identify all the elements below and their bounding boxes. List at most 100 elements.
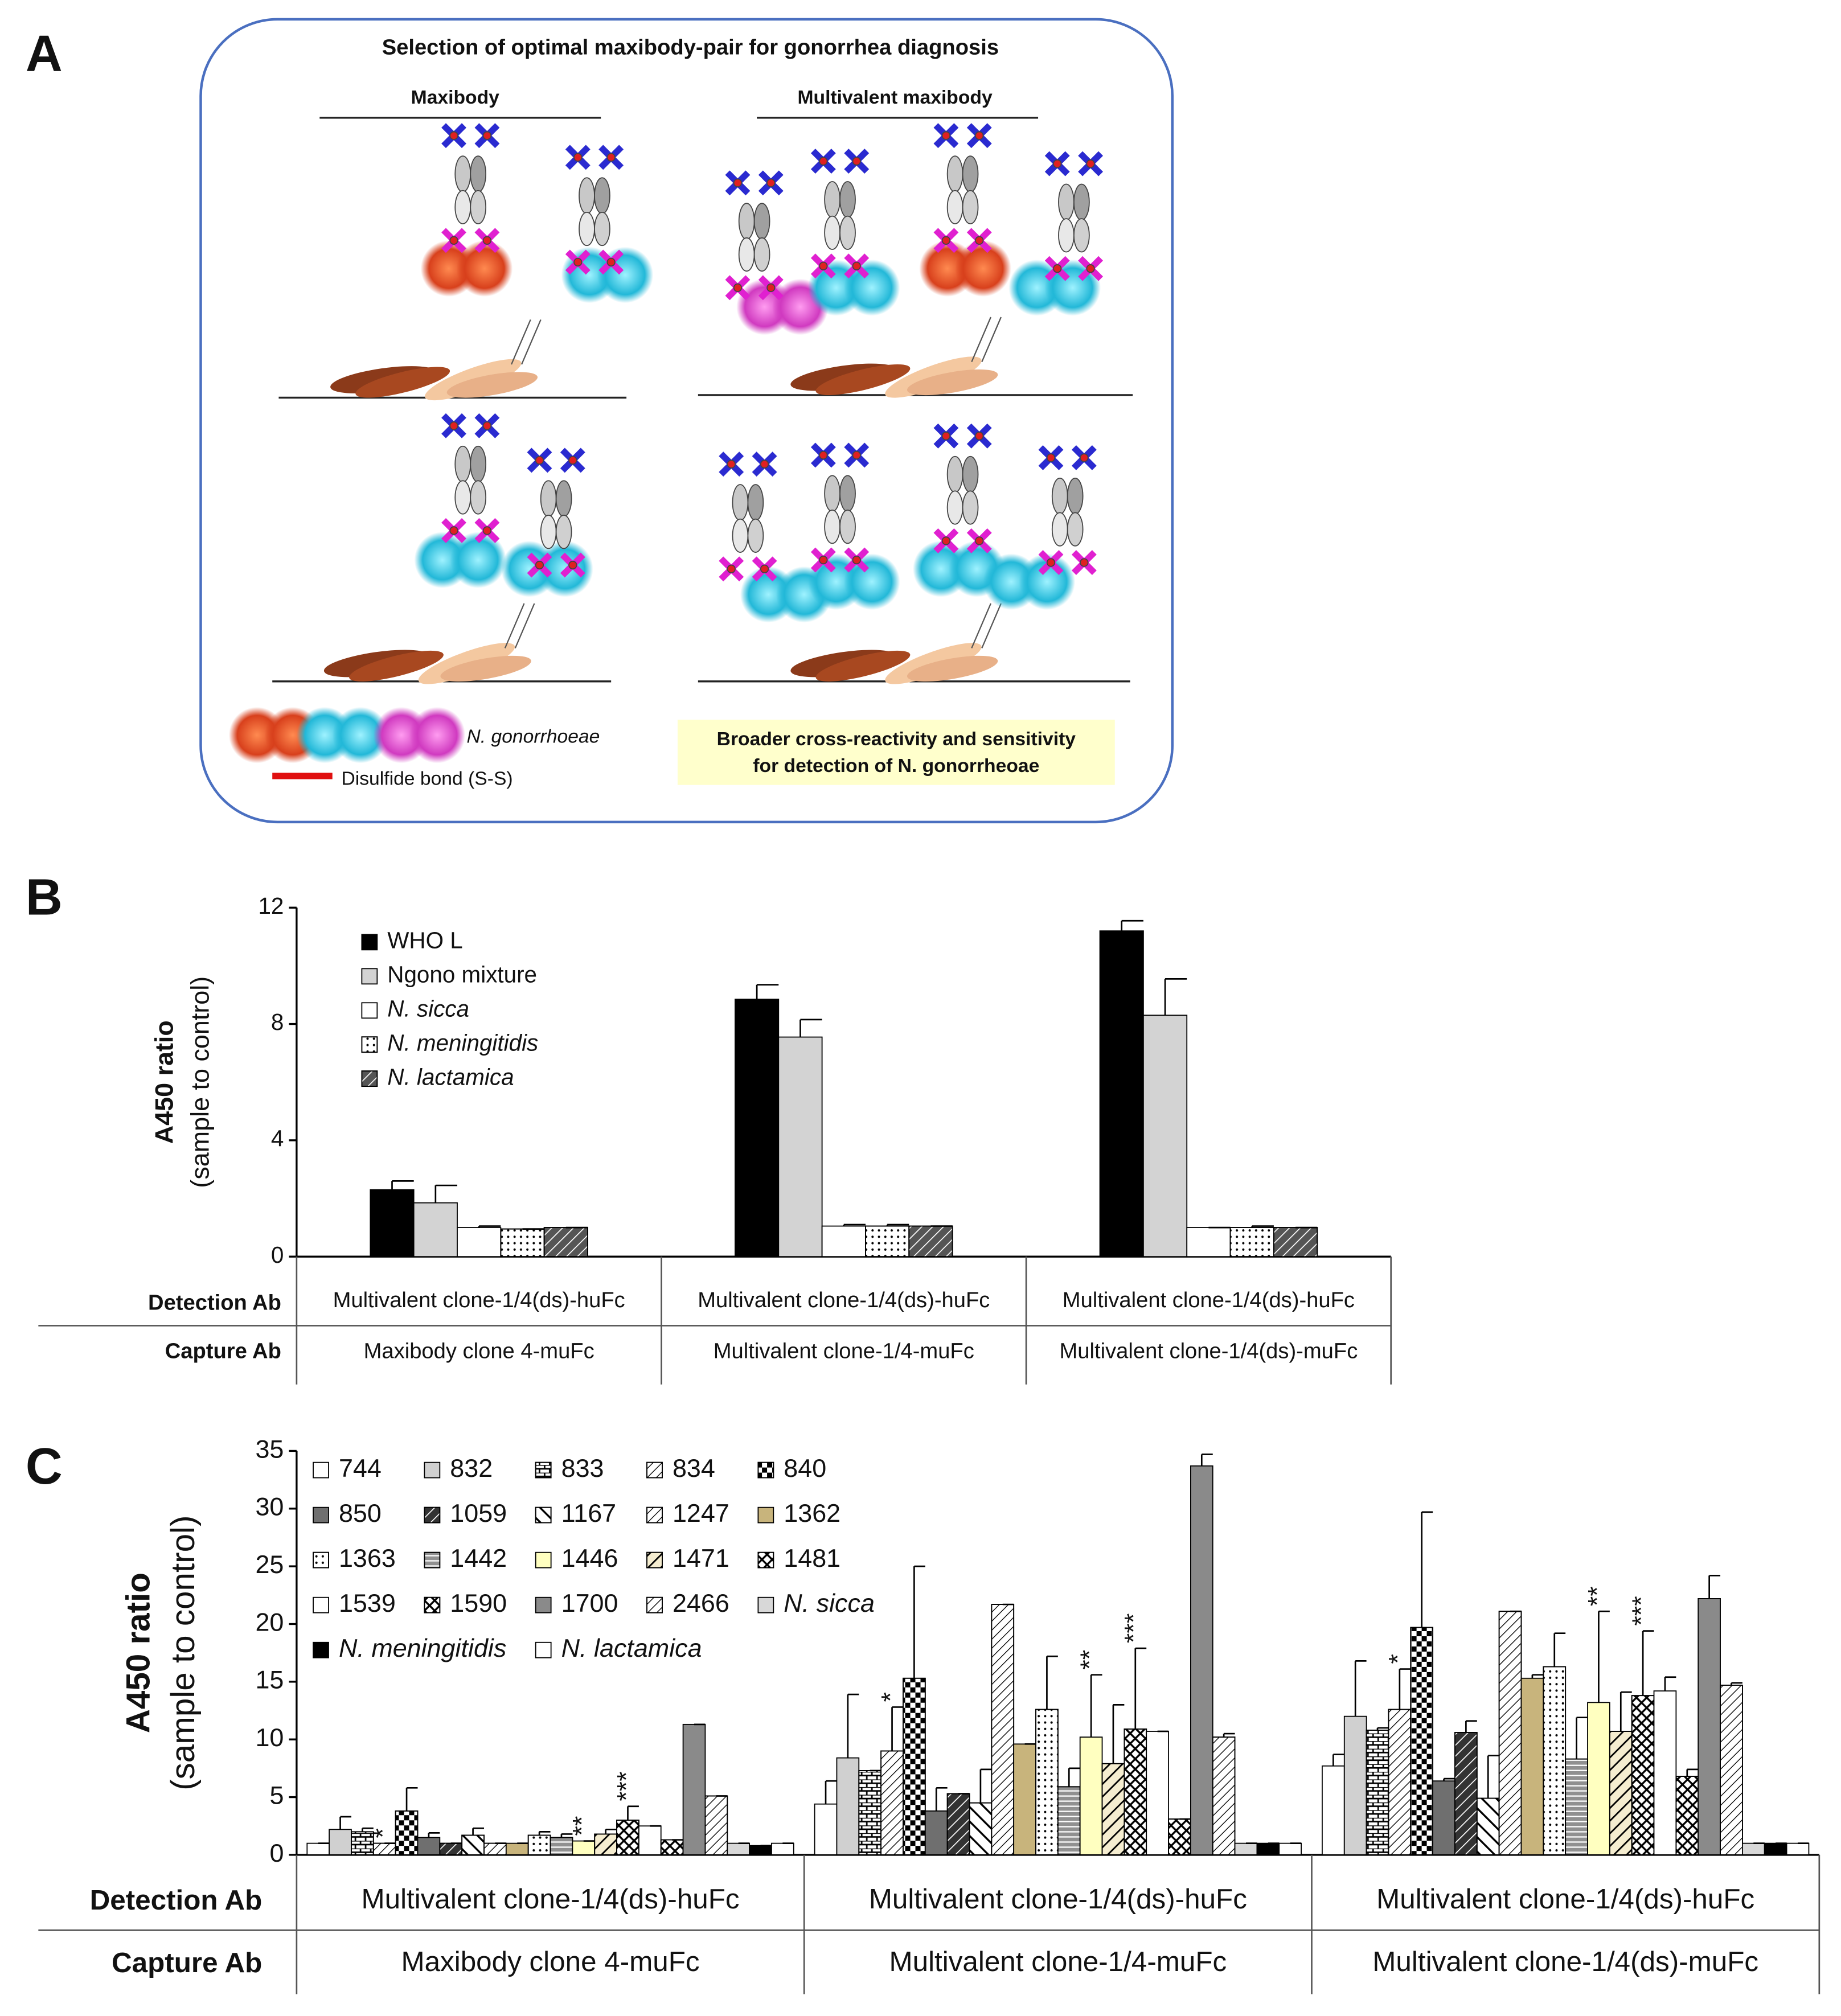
error-bar [560, 1833, 573, 1838]
bar-pattern [395, 1810, 419, 1855]
bar [1099, 930, 1144, 1258]
bar-pattern [704, 1795, 728, 1855]
legend-swatch [757, 1596, 774, 1613]
bar-pattern [372, 1842, 396, 1855]
bar [638, 1825, 662, 1855]
significance-mark: * [1383, 1654, 1412, 1664]
bar [413, 1202, 458, 1258]
legend-swatch-pattern [646, 1596, 663, 1613]
bar-pattern [1543, 1666, 1567, 1855]
error-bar [1531, 1674, 1544, 1678]
error-bar [1134, 1647, 1147, 1729]
legend-label: 1446 [561, 1543, 618, 1572]
detection-ab: Multivalent clone-1/4(ds)-huFc [698, 1288, 990, 1312]
row-label: Capture Ab [165, 1339, 281, 1364]
error-bar [886, 1223, 909, 1226]
bar-pattern [543, 1227, 588, 1258]
bar-pattern [550, 1837, 573, 1855]
detection-ab: Multivalent clone-1/4(ds)-huFc [1063, 1288, 1355, 1312]
y-tick-label: 20 [255, 1607, 284, 1636]
error-bar [339, 1816, 351, 1830]
error-bar [1112, 1704, 1125, 1764]
bar-pattern [991, 1604, 1015, 1855]
legend-swatch-pattern [424, 1506, 441, 1524]
error-bar [1576, 1717, 1588, 1759]
bar-pattern [1609, 1731, 1633, 1855]
bar-pattern [660, 1839, 684, 1855]
panel-letter: A [26, 26, 63, 83]
significance-mark: *** [611, 1771, 640, 1801]
error-bar [428, 1832, 440, 1838]
y-axis-label: A450 ratio [150, 1020, 179, 1144]
panel-letter: C [26, 1438, 63, 1495]
detection-ab: Multivalent clone-1/4(ds)-huFc [361, 1883, 739, 1915]
y-tick-label: 0 [269, 1838, 284, 1867]
bar [1278, 1842, 1302, 1855]
legend-swatch [361, 968, 378, 985]
bar [1432, 1780, 1455, 1855]
bar [1343, 1715, 1367, 1855]
y-tick-label: 12 [258, 893, 284, 919]
bar [778, 1036, 823, 1258]
y-axis-label: (sample to control) [165, 1516, 202, 1791]
error-bar [913, 1565, 925, 1678]
bar [572, 1840, 596, 1855]
legend-swatch-pattern [646, 1551, 663, 1569]
legend-swatch [535, 1641, 552, 1658]
bar [771, 1842, 794, 1855]
row-label: Capture Ab [112, 1947, 262, 1978]
legend-swatch-pattern [757, 1551, 774, 1569]
panel-a-frame [199, 18, 1174, 824]
bar [1786, 1842, 1810, 1855]
error-bar [891, 1706, 903, 1751]
legend-label: 832 [450, 1454, 493, 1483]
legend-label: 1539 [339, 1588, 396, 1617]
error-bar [1642, 1630, 1654, 1696]
capture-ab: Multivalent clone-1/4-muFc [714, 1339, 974, 1364]
bar [1013, 1743, 1036, 1855]
error-bar [847, 1693, 859, 1758]
row-label: Detection Ab [90, 1884, 263, 1916]
y-tick-label: 30 [255, 1492, 284, 1521]
significance-mark: *** [1119, 1613, 1148, 1643]
bar [1520, 1677, 1544, 1855]
bar [1653, 1690, 1677, 1855]
legend-label: N. meningitidis [339, 1633, 506, 1662]
error-bar [1200, 1454, 1213, 1466]
bar [735, 999, 780, 1258]
bar [1234, 1842, 1258, 1855]
capture-ab: Multivalent clone-1/4(ds)-muFc [1060, 1339, 1358, 1364]
error-bar [538, 1831, 551, 1836]
legend-label: 1362 [784, 1498, 840, 1528]
significance-mark: *** [1626, 1596, 1655, 1625]
legend-label: N. lactamica [387, 1064, 514, 1090]
bar-pattern [594, 1833, 617, 1855]
panel-letter: B [26, 869, 63, 926]
bar [370, 1189, 415, 1258]
bar-pattern [1565, 1758, 1588, 1855]
error-bar [1708, 1575, 1721, 1599]
bar [1079, 1736, 1103, 1855]
bar [1143, 1015, 1188, 1258]
error-bar [1443, 1777, 1455, 1781]
bar [682, 1723, 706, 1855]
legend-swatch-pattern [535, 1461, 552, 1479]
bar-pattern [969, 1802, 993, 1855]
bar [727, 1842, 750, 1855]
significance-mark: ** [1582, 1586, 1611, 1606]
error-bar [1487, 1755, 1499, 1799]
capture-ab: Maxibody clone 4-muFc [401, 1946, 699, 1977]
error-bar [825, 1780, 837, 1804]
error-bar [362, 1827, 374, 1832]
legend-swatch [535, 1551, 552, 1569]
bar-pattern [1388, 1709, 1412, 1855]
legend-label: WHO L [387, 927, 462, 954]
legend-swatch [313, 1641, 329, 1658]
legend-label: 1247 [673, 1498, 729, 1528]
legend-swatch-pattern [757, 1461, 774, 1479]
significance-mark: ** [567, 1816, 596, 1836]
error-bar [1223, 1732, 1235, 1738]
column-heading: Maxibody [411, 87, 499, 108]
legend-text: N. gonorrhoeae [466, 726, 600, 748]
bar-pattern [1631, 1695, 1655, 1855]
